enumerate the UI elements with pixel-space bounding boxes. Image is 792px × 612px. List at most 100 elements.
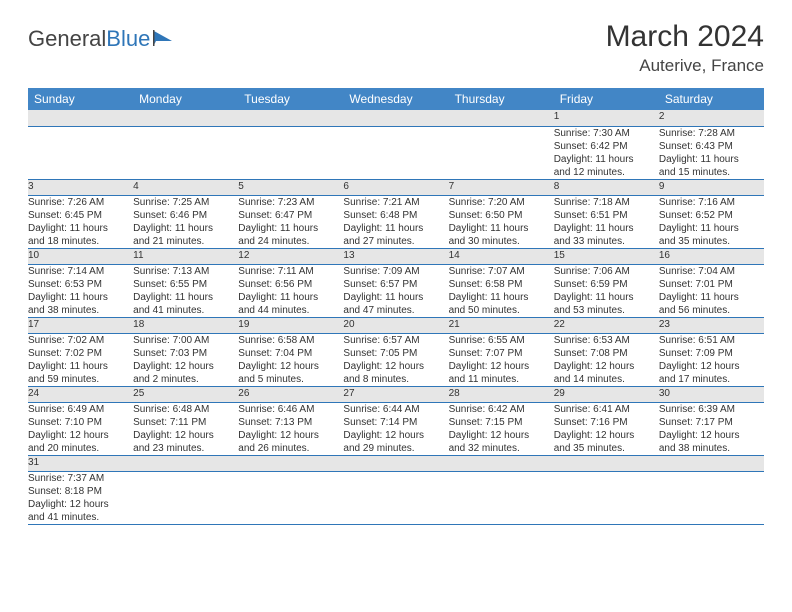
sunrise-text: Sunrise: 6:44 AM [343, 403, 448, 416]
sunset-text: Sunset: 7:10 PM [28, 416, 133, 429]
daylight1-text: Daylight: 12 hours [554, 360, 659, 373]
daynum-row: 17181920212223 [28, 317, 764, 333]
daylight2-text: and 30 minutes. [449, 235, 554, 248]
daylight2-text: and 29 minutes. [343, 442, 448, 455]
day-number: 1 [554, 110, 659, 126]
detail-row: Sunrise: 7:30 AMSunset: 6:42 PMDaylight:… [28, 126, 764, 179]
day-cell: Sunrise: 7:14 AMSunset: 6:53 PMDaylight:… [28, 264, 133, 317]
day-number: 9 [659, 179, 764, 195]
daylight2-text: and 17 minutes. [659, 373, 764, 386]
col-sunday: Sunday [28, 88, 133, 110]
sunset-text: Sunset: 6:55 PM [133, 278, 238, 291]
daynum-row: 31 [28, 455, 764, 471]
day-number: 7 [449, 179, 554, 195]
day-number: 28 [449, 386, 554, 402]
daylight2-text: and 11 minutes. [449, 373, 554, 386]
day-cell [133, 126, 238, 179]
sunrise-text: Sunrise: 6:53 AM [554, 334, 659, 347]
day-cell [343, 126, 448, 179]
detail-row: Sunrise: 7:37 AMSunset: 8:18 PMDaylight:… [28, 471, 764, 524]
daylight1-text: Daylight: 12 hours [238, 429, 343, 442]
daylight1-text: Daylight: 12 hours [133, 429, 238, 442]
day-number [554, 455, 659, 471]
daylight2-text: and 56 minutes. [659, 304, 764, 317]
day-cell: Sunrise: 7:18 AMSunset: 6:51 PMDaylight:… [554, 195, 659, 248]
sunrise-text: Sunrise: 7:18 AM [554, 196, 659, 209]
detail-row: Sunrise: 7:26 AMSunset: 6:45 PMDaylight:… [28, 195, 764, 248]
sunset-text: Sunset: 6:46 PM [133, 209, 238, 222]
title-block: March 2024 Auterive, France [606, 20, 764, 76]
day-cell [659, 471, 764, 524]
day-number [449, 110, 554, 126]
sunrise-text: Sunrise: 7:13 AM [133, 265, 238, 278]
page-title: March 2024 [606, 20, 764, 54]
daylight1-text: Daylight: 11 hours [659, 153, 764, 166]
sunset-text: Sunset: 8:18 PM [28, 485, 133, 498]
daylight1-text: Daylight: 11 hours [659, 291, 764, 304]
day-cell: Sunrise: 7:09 AMSunset: 6:57 PMDaylight:… [343, 264, 448, 317]
daylight2-text: and 5 minutes. [238, 373, 343, 386]
sunrise-text: Sunrise: 6:49 AM [28, 403, 133, 416]
daylight2-text: and 24 minutes. [238, 235, 343, 248]
day-number: 22 [554, 317, 659, 333]
day-number: 16 [659, 248, 764, 264]
day-cell: Sunrise: 7:07 AMSunset: 6:58 PMDaylight:… [449, 264, 554, 317]
daylight1-text: Daylight: 11 hours [28, 360, 133, 373]
day-cell [28, 126, 133, 179]
daylight2-text: and 8 minutes. [343, 373, 448, 386]
day-cell: Sunrise: 7:02 AMSunset: 7:02 PMDaylight:… [28, 333, 133, 386]
day-number: 20 [343, 317, 448, 333]
daylight1-text: Daylight: 12 hours [343, 360, 448, 373]
sunset-text: Sunset: 6:48 PM [343, 209, 448, 222]
day-cell: Sunrise: 7:30 AMSunset: 6:42 PMDaylight:… [554, 126, 659, 179]
day-cell: Sunrise: 7:13 AMSunset: 6:55 PMDaylight:… [133, 264, 238, 317]
sunset-text: Sunset: 6:56 PM [238, 278, 343, 291]
day-cell [238, 471, 343, 524]
sunrise-text: Sunrise: 6:39 AM [659, 403, 764, 416]
day-number: 15 [554, 248, 659, 264]
detail-row: Sunrise: 7:14 AMSunset: 6:53 PMDaylight:… [28, 264, 764, 317]
sunset-text: Sunset: 6:43 PM [659, 140, 764, 153]
daylight2-text: and 35 minutes. [554, 442, 659, 455]
calendar-header-row: Sunday Monday Tuesday Wednesday Thursday… [28, 88, 764, 110]
sunset-text: Sunset: 7:01 PM [659, 278, 764, 291]
daynum-row: 3456789 [28, 179, 764, 195]
sunrise-text: Sunrise: 6:51 AM [659, 334, 764, 347]
sunset-text: Sunset: 7:14 PM [343, 416, 448, 429]
daylight2-text: and 23 minutes. [133, 442, 238, 455]
sunrise-text: Sunrise: 7:37 AM [28, 472, 133, 485]
daylight1-text: Daylight: 12 hours [659, 360, 764, 373]
daylight1-text: Daylight: 11 hours [554, 291, 659, 304]
day-cell: Sunrise: 6:46 AMSunset: 7:13 PMDaylight:… [238, 402, 343, 455]
day-number [343, 455, 448, 471]
daylight2-text: and 38 minutes. [659, 442, 764, 455]
col-thursday: Thursday [449, 88, 554, 110]
sunrise-text: Sunrise: 7:25 AM [133, 196, 238, 209]
sunrise-text: Sunrise: 6:55 AM [449, 334, 554, 347]
day-cell: Sunrise: 6:42 AMSunset: 7:15 PMDaylight:… [449, 402, 554, 455]
sunrise-text: Sunrise: 7:20 AM [449, 196, 554, 209]
sunrise-text: Sunrise: 7:23 AM [238, 196, 343, 209]
day-number: 27 [343, 386, 448, 402]
day-cell: Sunrise: 6:55 AMSunset: 7:07 PMDaylight:… [449, 333, 554, 386]
logo-flag-icon [152, 29, 174, 47]
calendar-table: Sunday Monday Tuesday Wednesday Thursday… [28, 88, 764, 525]
sunset-text: Sunset: 7:05 PM [343, 347, 448, 360]
sunset-text: Sunset: 7:03 PM [133, 347, 238, 360]
day-cell: Sunrise: 6:48 AMSunset: 7:11 PMDaylight:… [133, 402, 238, 455]
day-number [659, 455, 764, 471]
col-friday: Friday [554, 88, 659, 110]
daylight2-text: and 44 minutes. [238, 304, 343, 317]
day-number: 23 [659, 317, 764, 333]
daylight1-text: Daylight: 11 hours [238, 291, 343, 304]
sunrise-text: Sunrise: 7:04 AM [659, 265, 764, 278]
day-number: 11 [133, 248, 238, 264]
logo-text-general: General [28, 26, 106, 52]
day-number: 6 [343, 179, 448, 195]
daylight2-text: and 59 minutes. [28, 373, 133, 386]
detail-row: Sunrise: 6:49 AMSunset: 7:10 PMDaylight:… [28, 402, 764, 455]
sunset-text: Sunset: 6:45 PM [28, 209, 133, 222]
sunset-text: Sunset: 6:57 PM [343, 278, 448, 291]
day-cell: Sunrise: 6:51 AMSunset: 7:09 PMDaylight:… [659, 333, 764, 386]
day-cell: Sunrise: 7:16 AMSunset: 6:52 PMDaylight:… [659, 195, 764, 248]
